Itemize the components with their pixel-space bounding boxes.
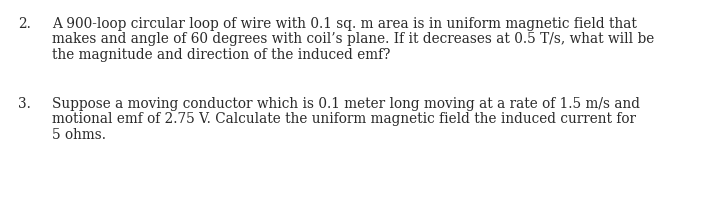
Text: makes and angle of 60 degrees with coil’s plane. If it decreases at 0.5 T/s, wha: makes and angle of 60 degrees with coil’… — [52, 32, 654, 46]
Text: A 900-loop circular loop of wire with 0.1 sq. m area is in uniform magnetic fiel: A 900-loop circular loop of wire with 0.… — [52, 17, 637, 31]
Text: 2.: 2. — [18, 17, 31, 31]
Text: the magnitude and direction of the induced emf?: the magnitude and direction of the induc… — [52, 48, 390, 62]
Text: Suppose a moving conductor which is 0.1 meter long moving at a rate of 1.5 m/s a: Suppose a moving conductor which is 0.1 … — [52, 97, 640, 111]
Text: 3.: 3. — [18, 97, 31, 111]
Text: 5 ohms.: 5 ohms. — [52, 128, 106, 142]
Text: motional emf of 2.75 V. Calculate the uniform magnetic field the induced current: motional emf of 2.75 V. Calculate the un… — [52, 112, 636, 127]
